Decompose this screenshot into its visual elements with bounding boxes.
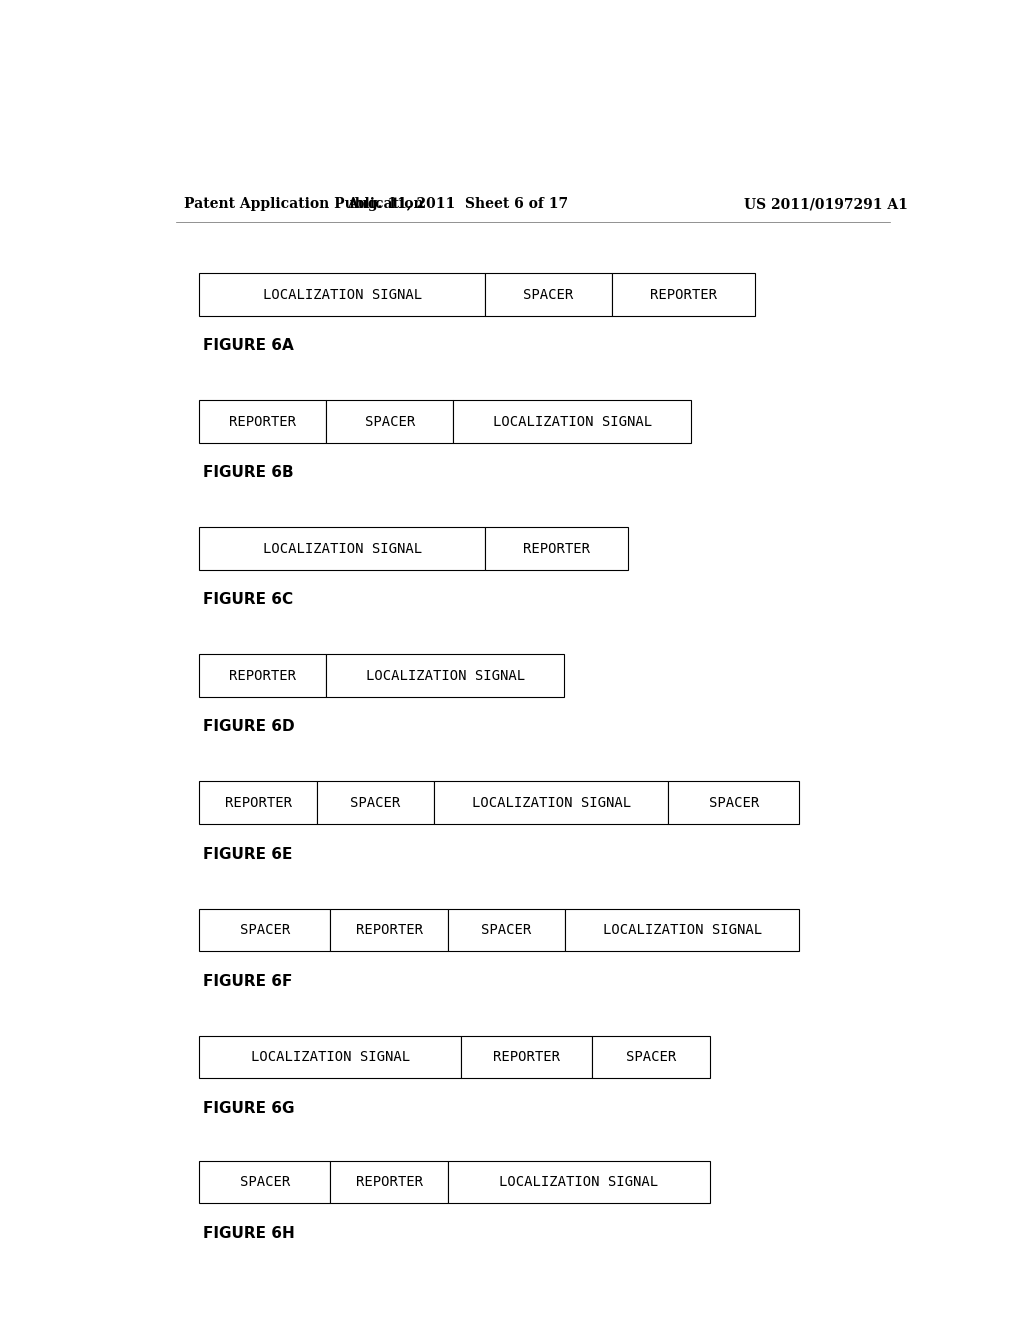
Text: REPORTER: REPORTER — [224, 796, 292, 809]
FancyBboxPatch shape — [200, 1160, 331, 1204]
Text: SPACER: SPACER — [350, 796, 400, 809]
Text: SPACER: SPACER — [240, 1175, 290, 1189]
FancyBboxPatch shape — [331, 1160, 447, 1204]
Text: FIGURE 6C: FIGURE 6C — [204, 593, 294, 607]
Text: SPACER: SPACER — [240, 923, 290, 937]
FancyBboxPatch shape — [454, 400, 691, 444]
FancyBboxPatch shape — [200, 1036, 462, 1078]
Text: SPACER: SPACER — [626, 1049, 676, 1064]
Text: REPORTER: REPORTER — [355, 923, 423, 937]
FancyBboxPatch shape — [200, 528, 485, 570]
Text: FIGURE 6G: FIGURE 6G — [204, 1101, 295, 1115]
Text: FIGURE 6D: FIGURE 6D — [204, 719, 295, 734]
Text: FIGURE 6E: FIGURE 6E — [204, 846, 293, 862]
FancyBboxPatch shape — [327, 655, 564, 697]
Text: LOCALIZATION SIGNAL: LOCALIZATION SIGNAL — [500, 1175, 658, 1189]
Text: SPACER: SPACER — [523, 288, 573, 301]
FancyBboxPatch shape — [485, 528, 628, 570]
Text: REPORTER: REPORTER — [355, 1175, 423, 1189]
Text: SPACER: SPACER — [481, 923, 531, 937]
Text: US 2011/0197291 A1: US 2011/0197291 A1 — [744, 197, 908, 211]
Text: LOCALIZATION SIGNAL: LOCALIZATION SIGNAL — [366, 669, 525, 682]
FancyBboxPatch shape — [327, 400, 454, 444]
Text: Aug. 11, 2011  Sheet 6 of 17: Aug. 11, 2011 Sheet 6 of 17 — [347, 197, 568, 211]
Text: SPACER: SPACER — [709, 796, 759, 809]
FancyBboxPatch shape — [316, 781, 434, 824]
FancyBboxPatch shape — [565, 908, 800, 952]
Text: REPORTER: REPORTER — [650, 288, 717, 301]
Text: LOCALIZATION SIGNAL: LOCALIZATION SIGNAL — [263, 288, 422, 301]
Text: SPACER: SPACER — [365, 414, 415, 429]
Text: REPORTER: REPORTER — [494, 1049, 560, 1064]
FancyBboxPatch shape — [200, 655, 327, 697]
Text: LOCALIZATION SIGNAL: LOCALIZATION SIGNAL — [251, 1049, 410, 1064]
FancyBboxPatch shape — [200, 400, 327, 444]
FancyBboxPatch shape — [592, 1036, 710, 1078]
FancyBboxPatch shape — [447, 1160, 710, 1204]
Text: REPORTER: REPORTER — [229, 414, 296, 429]
Text: REPORTER: REPORTER — [229, 669, 296, 682]
FancyBboxPatch shape — [485, 273, 612, 315]
Text: FIGURE 6F: FIGURE 6F — [204, 974, 293, 989]
Text: LOCALIZATION SIGNAL: LOCALIZATION SIGNAL — [493, 414, 652, 429]
FancyBboxPatch shape — [200, 908, 331, 952]
FancyBboxPatch shape — [200, 781, 316, 824]
Text: FIGURE 6H: FIGURE 6H — [204, 1225, 295, 1241]
Text: FIGURE 6B: FIGURE 6B — [204, 466, 294, 480]
FancyBboxPatch shape — [200, 273, 485, 315]
FancyBboxPatch shape — [434, 781, 669, 824]
FancyBboxPatch shape — [612, 273, 755, 315]
Text: FIGURE 6A: FIGURE 6A — [204, 338, 294, 354]
Text: Patent Application Publication: Patent Application Publication — [183, 197, 423, 211]
FancyBboxPatch shape — [331, 908, 447, 952]
FancyBboxPatch shape — [447, 908, 565, 952]
FancyBboxPatch shape — [669, 781, 800, 824]
FancyBboxPatch shape — [462, 1036, 592, 1078]
Text: REPORTER: REPORTER — [523, 541, 590, 556]
Text: LOCALIZATION SIGNAL: LOCALIZATION SIGNAL — [472, 796, 631, 809]
Text: LOCALIZATION SIGNAL: LOCALIZATION SIGNAL — [263, 541, 422, 556]
Text: LOCALIZATION SIGNAL: LOCALIZATION SIGNAL — [603, 923, 762, 937]
